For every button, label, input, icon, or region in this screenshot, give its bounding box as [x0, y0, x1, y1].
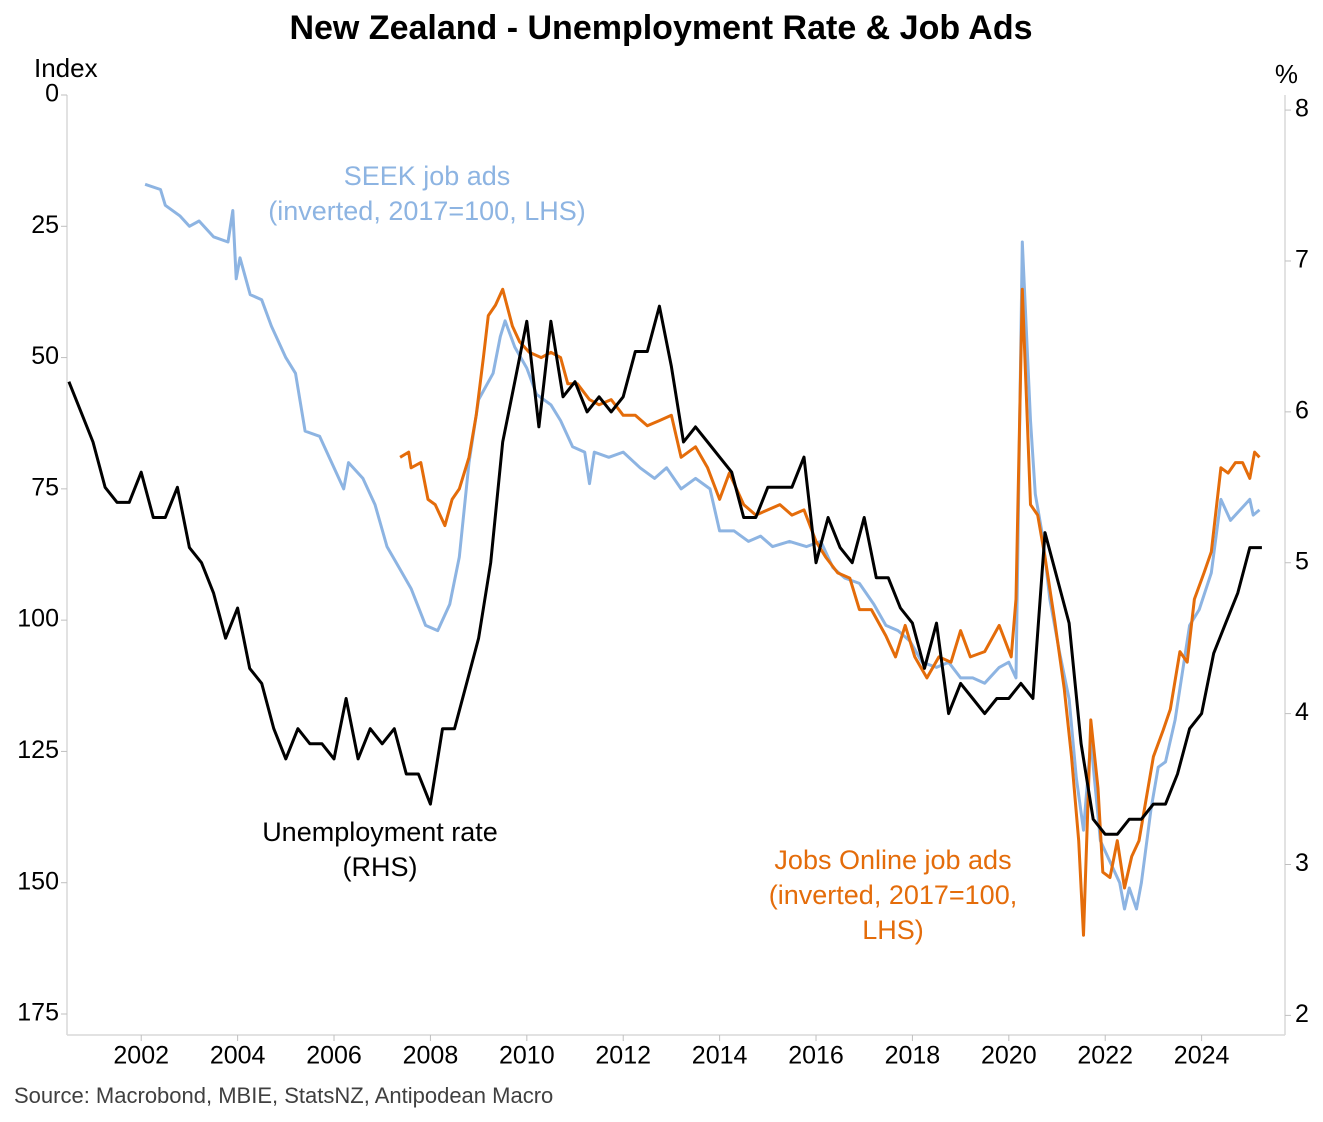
annotation: Jobs Online job ads — [774, 845, 1011, 875]
x-tick-label: 2014 — [692, 1042, 748, 1070]
annotation: SEEK job ads — [344, 161, 511, 191]
y-tick-label: 25 — [31, 211, 59, 239]
y2-tick-label: 4 — [1295, 698, 1309, 726]
y-tick-label: 175 — [17, 999, 59, 1027]
x-tick-label: 2008 — [403, 1042, 459, 1070]
series-line — [67, 304, 1262, 836]
x-tick-label: 2018 — [885, 1042, 941, 1070]
x-tick-label: 2020 — [981, 1042, 1037, 1070]
y2-tick-label: 8 — [1295, 95, 1309, 123]
y2-tick-label: 2 — [1295, 1000, 1309, 1028]
x-tick-label: 2010 — [499, 1042, 555, 1070]
chart-title: New Zealand - Unemployment Rate & Job Ad… — [289, 9, 1032, 47]
annotation: LHS) — [862, 915, 924, 945]
y2-tick-label: 6 — [1295, 396, 1309, 424]
annotation: (inverted, 2017=100, — [769, 880, 1017, 910]
x-tick-label: 2024 — [1174, 1042, 1230, 1070]
y-tick-label: 75 — [31, 473, 59, 501]
series-line — [399, 287, 1261, 937]
y2-axis-label: % — [1275, 59, 1298, 89]
y2-tick-label: 3 — [1295, 849, 1309, 877]
series-line — [144, 182, 1261, 911]
x-tick-label: 2012 — [595, 1042, 651, 1070]
x-tick-label: 2016 — [788, 1042, 844, 1070]
source-note: Source: Macrobond, MBIE, StatsNZ, Antipo… — [14, 1083, 553, 1108]
y-tick-label: 50 — [31, 342, 59, 370]
y-tick-label: 0 — [45, 80, 59, 108]
x-tick-label: 2002 — [113, 1042, 169, 1070]
y-tick-label: 125 — [17, 736, 59, 764]
x-tick-label: 2022 — [1077, 1042, 1133, 1070]
x-tick-label: 2006 — [306, 1042, 362, 1070]
y-tick-label: 150 — [17, 867, 59, 895]
annotation: (inverted, 2017=100, LHS) — [268, 196, 585, 226]
y-axis-label: Index — [34, 53, 98, 83]
x-tick-label: 2004 — [210, 1042, 266, 1070]
y-tick-label: 100 — [17, 605, 59, 633]
annotation: (RHS) — [343, 852, 418, 882]
annotation: Unemployment rate — [262, 817, 498, 847]
y2-tick-label: 7 — [1295, 246, 1309, 274]
y2-tick-label: 5 — [1295, 547, 1309, 575]
